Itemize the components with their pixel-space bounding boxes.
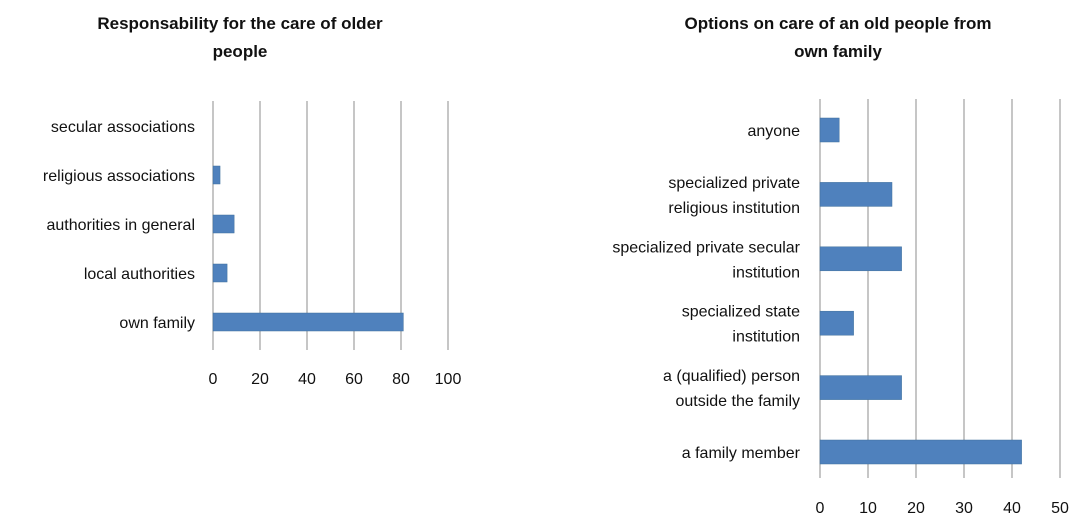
category-label: a family member — [682, 445, 801, 462]
x-tick-label: 20 — [907, 500, 925, 517]
x-tick-label: 100 — [435, 371, 462, 388]
category-label: anyone — [748, 123, 801, 140]
x-tick-label: 20 — [251, 371, 269, 388]
category-label: religious institution — [668, 200, 800, 217]
bar — [819, 310, 854, 336]
x-tick-label: 40 — [1003, 500, 1021, 517]
category-label: local authorities — [84, 266, 195, 283]
bar — [212, 312, 404, 332]
bar — [819, 439, 1022, 465]
chart-care-options: Options on care of an old people from ow… — [612, 14, 1069, 517]
bar — [212, 165, 221, 185]
bar — [819, 246, 902, 272]
bar — [212, 263, 228, 283]
bar — [819, 375, 902, 400]
chart-title-line: Responsability for the care of older — [97, 14, 383, 33]
category-label: secular associations — [51, 119, 195, 136]
x-tick-label: 50 — [1051, 500, 1069, 517]
x-tick-label: 30 — [955, 500, 973, 517]
category-label: outside the family — [675, 393, 800, 410]
category-label: institution — [732, 329, 800, 346]
x-tick-label: 40 — [298, 371, 316, 388]
category-label: own family — [119, 315, 195, 332]
x-tick-label: 60 — [345, 371, 363, 388]
x-tick-label: 0 — [816, 500, 825, 517]
category-label: institution — [732, 264, 800, 281]
bar — [819, 182, 893, 207]
x-tick-label: 80 — [392, 371, 410, 388]
bar — [212, 214, 235, 234]
chart-title-line: people — [213, 42, 268, 61]
category-label: a (qualified) person — [663, 368, 800, 385]
bar — [819, 117, 840, 143]
category-label: specialized private secular — [612, 239, 800, 256]
category-label: authorities in general — [46, 217, 195, 234]
chart-title-line: Options on care of an old people from — [685, 14, 992, 33]
x-tick-label: 0 — [209, 371, 218, 388]
chart-care-responsibility: Responsability for the care of older peo… — [43, 14, 462, 388]
x-tick-label: 10 — [859, 500, 877, 517]
category-label: religious associations — [43, 168, 195, 185]
chart-title-line: own family — [794, 42, 882, 61]
category-label: specialized state — [682, 304, 800, 321]
category-label: specialized private — [668, 175, 800, 192]
